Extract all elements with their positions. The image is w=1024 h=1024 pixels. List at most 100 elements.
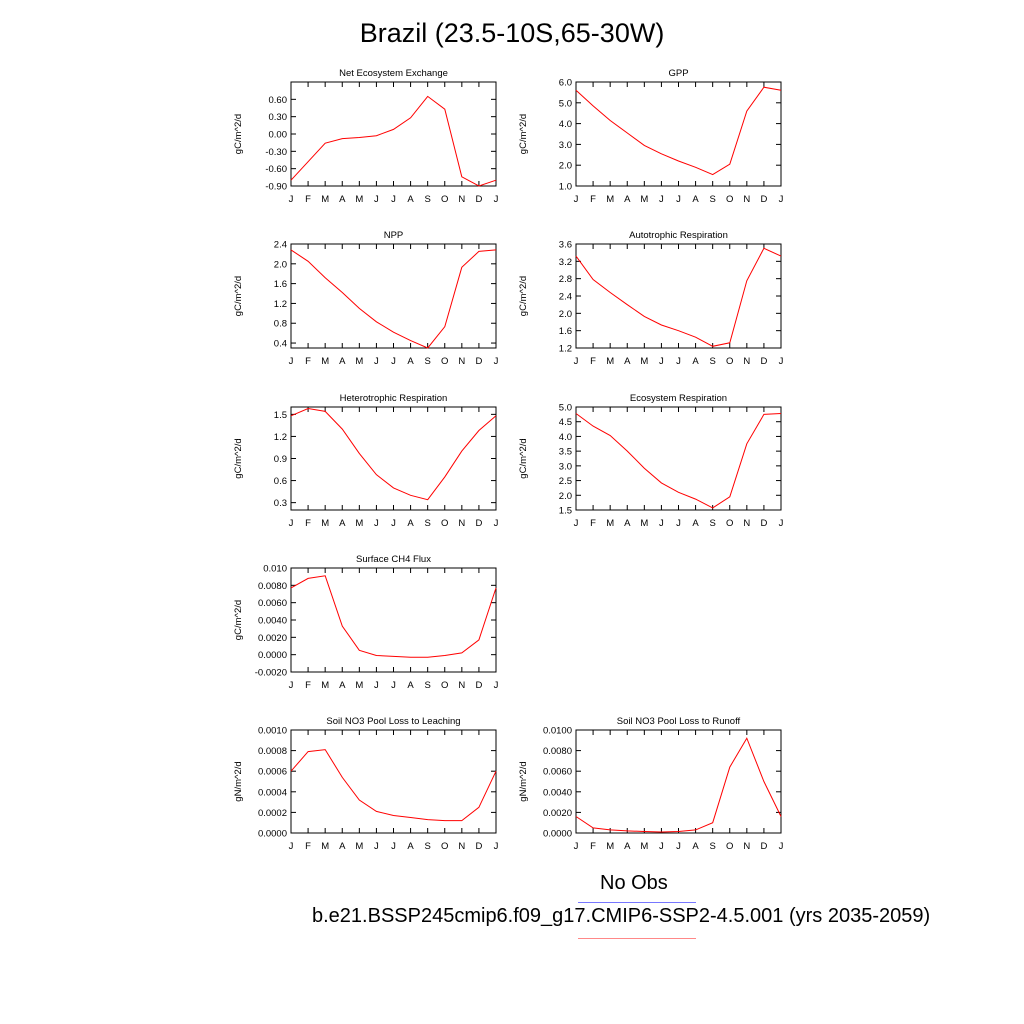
x-tick-label: M [321, 841, 329, 852]
x-tick-label: A [692, 841, 699, 852]
x-tick-label: J [676, 356, 681, 367]
subplot-title: Ecosystem Respiration [630, 393, 727, 404]
y-tick-label: 0.8 [274, 319, 287, 330]
y-tick-label: 0.3 [274, 498, 287, 509]
x-tick-label: N [743, 356, 750, 367]
x-tick-label: J [494, 356, 499, 367]
y-axis-label: gN/m^2/d [518, 761, 529, 801]
x-tick-label: D [475, 194, 482, 205]
series-line [290, 575, 497, 658]
y-tick-label: 0.0040 [543, 787, 572, 798]
series-line [575, 247, 782, 347]
x-tick-label: N [458, 680, 465, 691]
x-tick-label: F [590, 841, 596, 852]
y-tick-label: -0.30 [265, 147, 287, 158]
x-tick-label: J [659, 356, 664, 367]
y-tick-label: 0.0010 [258, 726, 287, 737]
x-tick-label: O [726, 194, 733, 205]
x-tick-label: J [289, 680, 294, 691]
y-tick-label: 3.6 [559, 240, 572, 251]
x-tick-label: O [441, 680, 448, 691]
y-tick-label: 4.0 [559, 119, 572, 130]
y-tick-label: 2.5 [559, 476, 572, 487]
x-tick-label: S [709, 356, 715, 367]
y-tick-label: 2.0 [274, 259, 287, 270]
x-tick-label: O [441, 518, 448, 529]
y-tick-label: 0.30 [269, 112, 288, 123]
series-line [575, 413, 782, 509]
y-tick-label: 2.0 [559, 161, 572, 172]
subplot-title: GPP [668, 68, 688, 79]
x-tick-label: M [355, 356, 363, 367]
x-tick-label: F [305, 356, 311, 367]
x-tick-label: F [590, 356, 596, 367]
x-tick-label: N [458, 356, 465, 367]
y-tick-label: 0.00 [269, 130, 288, 141]
y-axis-label: gC/m^2/d [233, 438, 244, 478]
y-tick-label: 5.0 [559, 98, 572, 109]
x-tick-label: J [289, 518, 294, 529]
y-tick-label: 1.5 [559, 506, 572, 517]
y-axis-label: gC/m^2/d [518, 114, 529, 154]
plot-frame [290, 406, 497, 511]
x-tick-label: F [590, 518, 596, 529]
x-tick-label: S [424, 841, 430, 852]
chart-ecosystem-respiration: Ecosystem Respiration 1.5 2.0 2.5 3.0 3.5 4.0 4… [518, 393, 784, 529]
y-tick-label: 2.0 [559, 491, 572, 502]
y-tick-label: 0.0000 [543, 829, 572, 840]
x-tick-label: J [494, 841, 499, 852]
x-tick-label: J [659, 518, 664, 529]
y-tick-label: 4.0 [559, 432, 572, 443]
y-tick-label: 6.0 [559, 78, 572, 89]
x-tick-label: J [676, 518, 681, 529]
series-line [575, 737, 782, 833]
y-tick-label: 0.0020 [543, 808, 572, 819]
y-tick-label: 0.0060 [543, 767, 572, 778]
x-tick-label: J [289, 841, 294, 852]
y-tick-label: 5.0 [559, 403, 572, 414]
y-tick-label: 0.0006 [258, 767, 287, 778]
x-tick-label: J [391, 356, 396, 367]
x-tick-label: A [624, 356, 631, 367]
y-tick-label: 0.0080 [258, 581, 287, 592]
x-tick-label: D [760, 194, 767, 205]
x-tick-label: J [574, 841, 579, 852]
x-tick-label: A [407, 194, 414, 205]
x-tick-label: J [676, 841, 681, 852]
legend-obs-line [578, 902, 696, 903]
x-tick-label: A [624, 841, 631, 852]
y-tick-label: 0.0100 [543, 726, 572, 737]
x-tick-label: A [339, 518, 346, 529]
subplot-title: Heterotrophic Respiration [340, 393, 448, 404]
subplot-title: Soil NO3 Pool Loss to Leaching [326, 716, 460, 727]
x-tick-label: J [374, 356, 379, 367]
figure-title: Brazil (23.5-10S,65-30W) [359, 18, 665, 48]
x-tick-label: A [407, 356, 414, 367]
subplot-title: Soil NO3 Pool Loss to Runoff [617, 716, 741, 727]
x-tick-label: S [709, 518, 715, 529]
x-tick-label: D [475, 680, 482, 691]
series-line [290, 95, 497, 187]
y-tick-label: 0.0000 [258, 650, 287, 661]
x-tick-label: J [779, 518, 784, 529]
x-tick-label: M [321, 518, 329, 529]
chart-soil-no3-pool-loss-to-leaching: Soil NO3 Pool Loss to Leaching 0.0000 0.00… [233, 716, 499, 852]
y-tick-label: 1.6 [559, 326, 572, 337]
x-tick-label: D [475, 356, 482, 367]
y-tick-label: -0.60 [265, 164, 287, 175]
y-tick-label: 0.0000 [258, 829, 287, 840]
x-tick-label: A [339, 680, 346, 691]
y-axis-label: gC/m^2/d [518, 276, 529, 316]
x-tick-label: F [305, 194, 311, 205]
x-tick-label: A [339, 356, 346, 367]
x-tick-label: F [305, 841, 311, 852]
x-tick-label: S [709, 841, 715, 852]
y-tick-label: 1.2 [274, 299, 287, 310]
x-tick-label: O [726, 841, 733, 852]
series-line [290, 749, 497, 822]
x-tick-label: J [289, 194, 294, 205]
subplot-title: Net Ecosystem Exchange [339, 68, 448, 79]
